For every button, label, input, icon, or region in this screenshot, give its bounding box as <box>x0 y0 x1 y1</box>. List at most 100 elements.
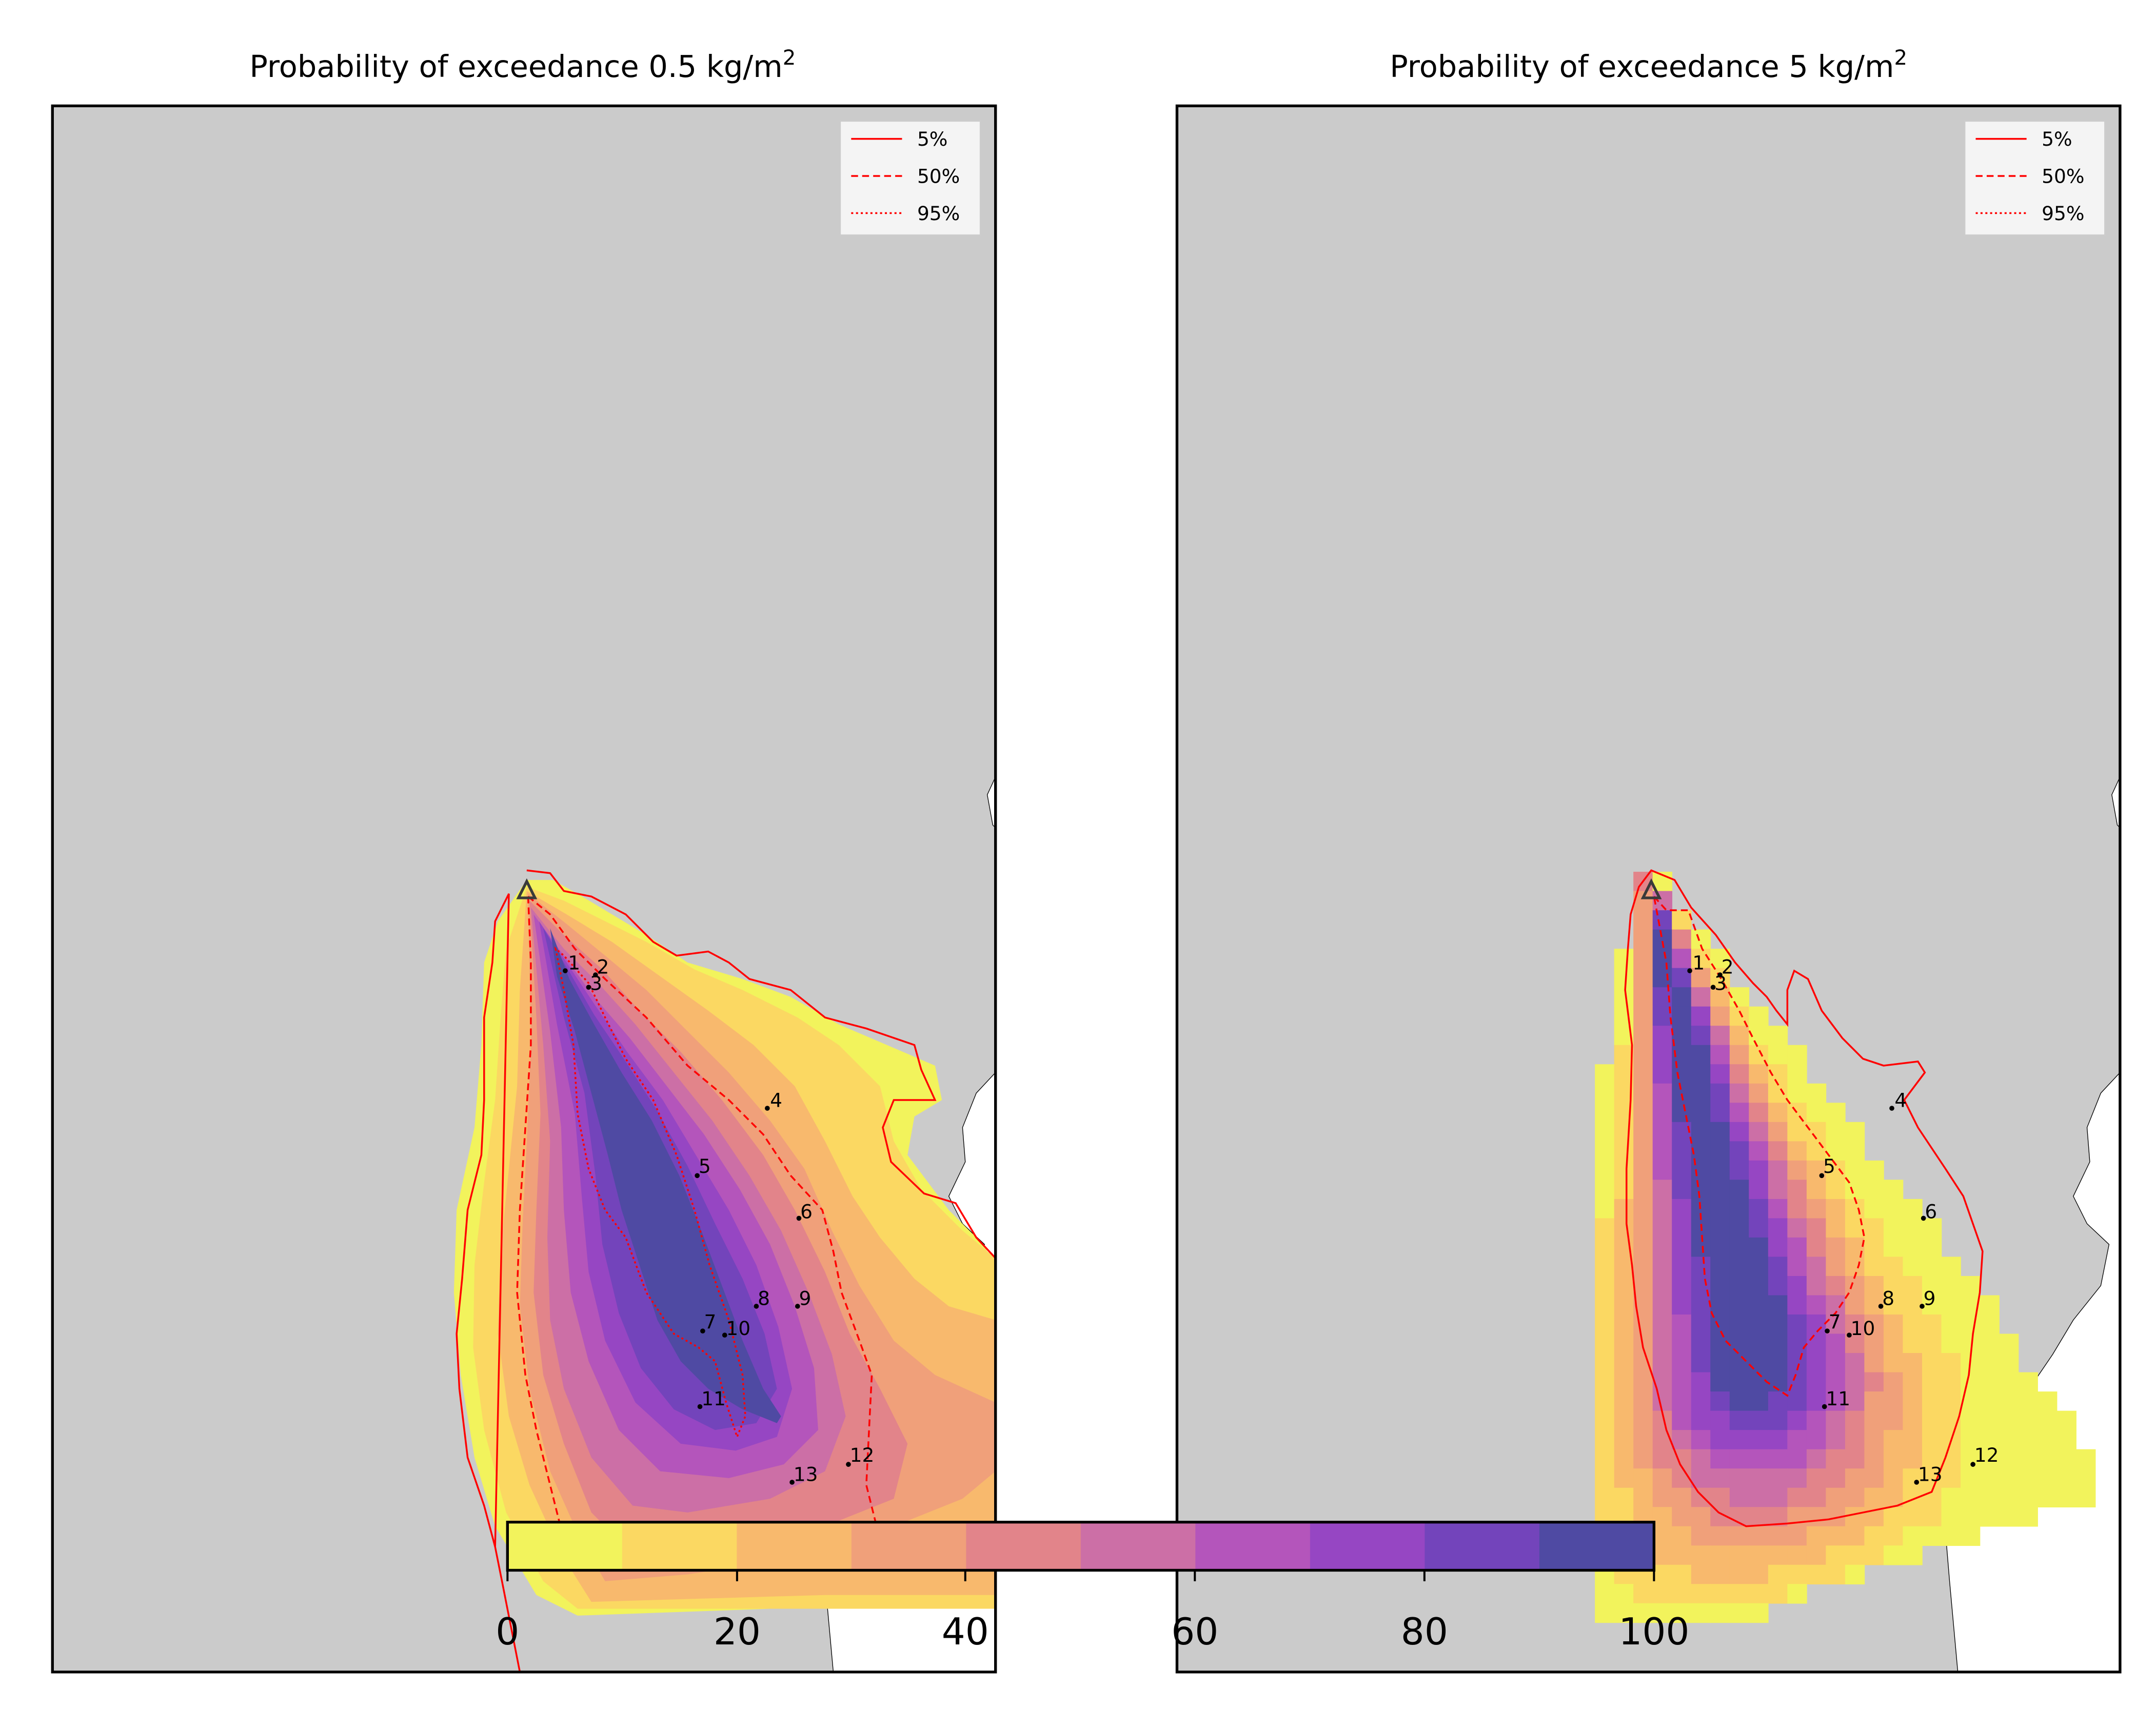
panel-2-grid-cell <box>1961 1314 1981 1334</box>
panel-2-grid-cell <box>1922 1391 1942 1411</box>
panel-2-grid-cell <box>1922 1468 1942 1488</box>
panel-2-grid-cell <box>1614 1160 1634 1181</box>
panel-2-grid-cell <box>1672 1160 1692 1181</box>
panel-2-grid-cell <box>1691 1353 1711 1373</box>
panel-2-grid-cell <box>1614 1487 1634 1508</box>
panel-2-grid-cell <box>1903 1430 1923 1450</box>
panel-2-grid-cell <box>1864 1372 1884 1392</box>
panel-2-grid-cell <box>1595 1180 1615 1200</box>
panel-2-grid-cell <box>1614 1314 1634 1334</box>
panel-2-grid-cell <box>1826 1333 1846 1353</box>
panel-2-grid-cell <box>1652 1468 1673 1488</box>
panel-2-grid-cell <box>1729 1045 1750 1065</box>
panel-2-grid-cell <box>1614 1391 1634 1411</box>
panel-2-sea <box>2111 776 2120 829</box>
panel-2-grid-cell <box>1864 1353 1884 1373</box>
panel-2-point-13-marker <box>1914 1480 1920 1485</box>
panel-2-grid-cell <box>2056 1430 2076 1450</box>
panel-2-grid-cell <box>1903 1257 1923 1277</box>
panel-2-grid-cell <box>1768 1237 1788 1258</box>
panel-2-grid-cell <box>1806 1468 1827 1488</box>
panel-2-grid-cell <box>1883 1180 1904 1200</box>
panel-2-grid-cell <box>1595 1584 1615 1604</box>
panel-2-grid-cell <box>1672 949 1692 969</box>
panel-2-grid-cell <box>1922 1449 1942 1469</box>
panel-2-grid-cell <box>1614 1199 1634 1219</box>
panel-2-grid-cell <box>1768 1526 1788 1546</box>
panel-1-point-10-marker <box>722 1332 727 1338</box>
panel-2-grid-cell <box>1672 1430 1692 1450</box>
panel-2-grid-cell <box>1806 1141 1827 1161</box>
panel-2-grid-cell <box>1614 1275 1634 1296</box>
panel-1-point-9-marker <box>795 1304 800 1309</box>
panel-2-grid-cell <box>1595 1141 1615 1161</box>
panel-2-grid-cell <box>1710 1333 1730 1353</box>
panel-2-grid-cell <box>1710 1353 1730 1373</box>
panel-2-grid-cell <box>1845 1314 1865 1334</box>
panel-2-grid-cell <box>1941 1507 1961 1527</box>
panel-2-grid-cell <box>1768 1468 1788 1488</box>
panel-2-grid-cell <box>1806 1199 1827 1219</box>
panel-1-contours <box>456 869 996 1672</box>
panel-2-grid-cell <box>1749 1603 1769 1623</box>
panel-2-point-3-label: 3 <box>1714 972 1727 995</box>
panel-2-grid-cell <box>1729 1430 1750 1450</box>
panel-2-grid-cell <box>1806 1410 1827 1430</box>
panel-2-grid-cell <box>1691 987 1711 1007</box>
panel-2-grid-cell <box>1826 1103 1846 1123</box>
panel-2-contours <box>1624 869 1984 1527</box>
panel-2-grid-cell <box>1961 1449 1981 1469</box>
panel-2-grid-cell <box>1961 1275 1981 1296</box>
panel-2-grid-cell <box>1614 1603 1634 1623</box>
panel-2-point-2-label: 2 <box>1722 955 1734 978</box>
panel-2-grid-cell <box>1883 1314 1904 1334</box>
panel-2-grid-cell <box>1672 1275 1692 1296</box>
panel-2-grid-cell <box>1749 1160 1769 1181</box>
panel-2-grid-cell <box>1652 1449 1673 1469</box>
panel-2-grid-cell <box>1729 1468 1750 1488</box>
panel-2-grid-cell <box>1672 1083 1692 1104</box>
panel-2-grid-cell <box>1710 1237 1730 1258</box>
panel-2-grid-cell <box>1614 1006 1634 1027</box>
panel-2-grid-cell <box>1845 1487 1865 1508</box>
panel-2-grid-cell <box>1941 1372 1961 1392</box>
panel-2-grid-cell <box>1595 1064 1615 1084</box>
panel-2-grid-cell <box>1999 1353 2019 1373</box>
panel-2-grid-cell <box>2038 1410 2058 1430</box>
panel-2-grid-cell <box>1691 1430 1711 1450</box>
panel-2-grid-cell <box>1787 1545 1807 1565</box>
panel-2-grid-cell <box>1999 1410 2019 1430</box>
panel-2-grid-cell <box>1652 1083 1673 1104</box>
panel-2-grid-cell <box>1864 1333 1884 1353</box>
panel-2-grid-cell <box>2076 1468 2096 1488</box>
panel-2-grid-cell <box>1787 1314 1807 1334</box>
panel-2-grid-cell <box>2018 1410 2038 1430</box>
panel-2-grid-cell <box>1787 1141 1807 1161</box>
panel-2-grid-cell <box>1922 1410 1942 1430</box>
panel-2-grid-cell <box>1633 1083 1653 1104</box>
panel-2-grid-cell <box>1845 1430 1865 1450</box>
panel-2-grid-cell <box>1633 1026 1653 1046</box>
panel-2-grid-cell <box>1672 1257 1692 1277</box>
panel-2-grid-cell <box>1652 1353 1673 1373</box>
panel-2-grid-cell <box>1729 1026 1750 1046</box>
panel-2-grid-cell <box>1826 1237 1846 1258</box>
colorbar-segment <box>507 1522 623 1571</box>
panel-2-grid-cell <box>1980 1449 2000 1469</box>
panel-2-grid-cell <box>1729 1237 1750 1258</box>
panel-2-grid-cell <box>1961 1507 1981 1527</box>
panel-2-grid-cell <box>1691 968 1711 988</box>
panel-2-grid-cell <box>1672 929 1692 949</box>
panel-2-grid-cell <box>1980 1333 2000 1353</box>
panel-2-grid-cell <box>1980 1468 2000 1488</box>
panel-2-grid-cell <box>1768 1449 1788 1469</box>
panel-2-grid-cell <box>1729 1180 1750 1200</box>
panel-2-grid-cell <box>1710 1257 1730 1277</box>
panel-2-grid-cell <box>1652 891 1673 911</box>
colorbar-frame <box>506 1521 1656 1572</box>
panel-2-grid-cell <box>1710 1103 1730 1123</box>
panel-2-grid-cell <box>1652 1006 1673 1027</box>
panel-2-grid-cell <box>1922 1526 1942 1546</box>
panel-1-point-11-label: 11 <box>701 1387 726 1410</box>
panel-2-grid-cell <box>1826 1372 1846 1392</box>
